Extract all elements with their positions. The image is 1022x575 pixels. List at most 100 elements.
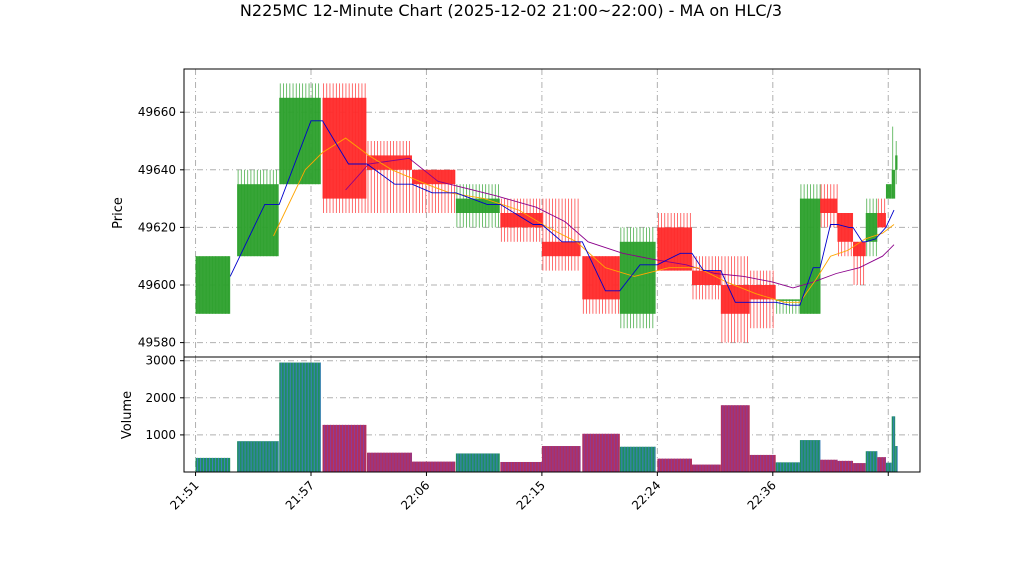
volume-bar-fill [541,446,581,472]
candle [820,184,838,228]
volume-bar [237,441,279,472]
volume-bar [322,424,367,472]
volume-bar-fill [455,453,500,472]
volume-bar [891,416,896,472]
candle-body [853,241,866,257]
volume-bar-fill [775,462,800,472]
candle [279,83,321,185]
candle-body [799,198,821,314]
candle [891,126,896,199]
candle-body [237,184,279,257]
candle-body [455,198,500,213]
volume-bar [820,459,838,472]
volume-tick-label: 2000 [145,391,176,405]
candle [237,169,279,257]
candle-body [541,241,581,257]
price-tick-label: 49580 [138,336,176,350]
volume-bar-fill [853,463,866,472]
volume-bar [877,457,886,472]
candle-body [619,241,656,314]
price-y-ticks: 49580 49600 49620 49640 49660 [138,105,184,350]
candle-body [279,97,321,185]
volume-bar [799,440,821,472]
volume-bar-fill [619,446,656,472]
volume-bar-fill [885,462,892,472]
volume-bar-fill [895,446,898,472]
candle [541,198,581,271]
volume-frame [183,356,921,473]
price-tick-label: 49660 [138,105,176,119]
volume-bar [895,446,898,472]
volume-bar [749,454,776,472]
candle-body [749,285,776,300]
candle-body [885,184,892,199]
volume-bar [775,462,800,472]
volume-bar-fill [820,459,838,472]
candle [619,227,656,329]
candle-body [582,256,620,300]
candle-body [891,169,896,199]
moving-average-lines [229,120,895,306]
volume-bar-fill [322,424,367,472]
candle [799,184,821,314]
price-tick-label: 49620 [138,220,176,234]
volume-bar [691,464,721,472]
chart-title: N225MC 12-Minute Chart (2025-12-02 21:00… [240,1,782,20]
price-tick-label: 49600 [138,278,176,292]
candle [895,141,898,185]
volume-bars [195,362,898,472]
candle [865,198,878,257]
candle [853,241,866,285]
candle-body [691,270,721,285]
candle [775,299,800,314]
candle [885,184,892,199]
candle [412,169,456,213]
volume-bar-fill [877,457,886,472]
price-panel: 49580 49600 49620 49640 49660 Price [111,68,921,358]
volume-bar [412,461,456,472]
candle [657,213,692,271]
volume-tick-label: 3000 [145,354,176,368]
candle [837,213,854,257]
volume-bar [279,362,321,472]
price-candles [195,83,898,343]
volume-bar-fill [865,451,878,472]
candle-body [775,299,800,301]
candle [366,141,413,213]
volume-panel: 1000 2000 3000 Volume [120,354,921,473]
volume-bar [865,451,878,472]
volume-bar [885,462,892,472]
volume-bar [837,460,854,472]
price-tick-label: 49640 [138,163,176,177]
volume-bar [582,433,620,472]
volume-axis-label: Volume [120,391,135,439]
candle-body [865,213,878,242]
ma-fast-line [229,120,895,306]
volume-bar [455,453,500,472]
price-axis-label: Price [111,197,126,229]
volume-bar-fill [749,454,776,472]
candle-body [412,169,456,185]
candle [195,256,231,314]
volume-bar [541,446,581,472]
candle [749,270,776,329]
volume-bar [720,405,750,472]
candle-body [877,213,886,228]
candle-body [195,256,231,314]
volume-bar [500,461,543,472]
volume-bar-fill [412,461,456,472]
volume-bar-fill [582,433,620,472]
volume-tick-label: 1000 [145,428,176,442]
volume-bar [853,463,866,472]
candle-body [895,155,898,170]
volume-bar-fill [500,461,543,472]
candle-body [366,155,413,170]
volume-bar [366,452,413,472]
volume-bar [195,457,231,472]
candle-body [820,198,838,213]
ma-slow-line [345,157,895,289]
candle-body [837,213,854,242]
candle [877,198,886,228]
ma-mid-line [273,137,895,303]
